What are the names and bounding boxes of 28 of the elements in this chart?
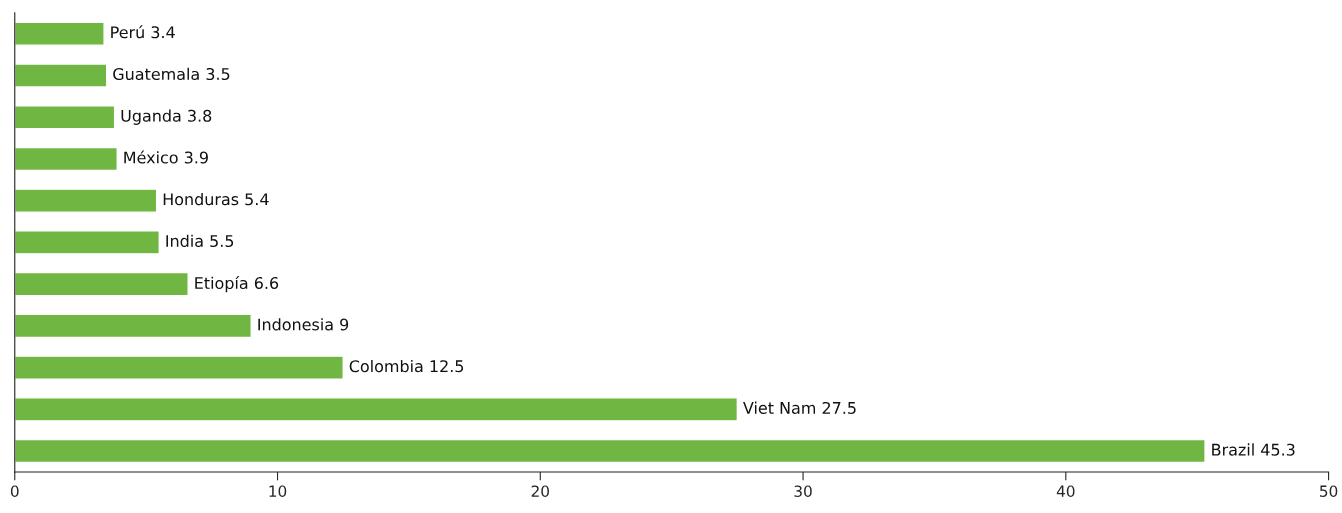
data-label: Honduras 5.4 (163, 192, 269, 206)
data-label: Guatemala 3.5 (113, 67, 230, 81)
bar (14, 188, 158, 213)
data-label: Uganda 3.8 (121, 109, 212, 125)
x-tick-label: 40 (1056, 485, 1075, 497)
bar (14, 146, 118, 172)
data-label: Indonesia 9 (258, 318, 349, 331)
bar (14, 21, 105, 46)
x-tick-label: 20 (531, 485, 549, 497)
bar (14, 397, 739, 422)
bar (14, 438, 1206, 464)
bar (14, 271, 189, 297)
bar (14, 63, 108, 88)
data-label: Brazil 45.3 (1212, 443, 1295, 456)
x-tick-label: 50 (1320, 485, 1338, 497)
bar (14, 313, 252, 339)
x-tick-label: 30 (794, 485, 812, 497)
bar (14, 105, 116, 130)
x-tick-label: 10 (269, 485, 287, 497)
bar (14, 355, 344, 380)
data-label: México 3.9 (124, 150, 208, 164)
data-label: Colombia 12.5 (349, 359, 464, 373)
x-tick-label: 0 (10, 485, 19, 497)
data-label: Viet Nam 27.5 (743, 401, 856, 414)
data-label: Etiopía 6.6 (195, 276, 279, 293)
data-label: Perú 3.4 (111, 25, 175, 39)
bar (14, 230, 160, 255)
data-label: India 5.5 (166, 234, 234, 248)
